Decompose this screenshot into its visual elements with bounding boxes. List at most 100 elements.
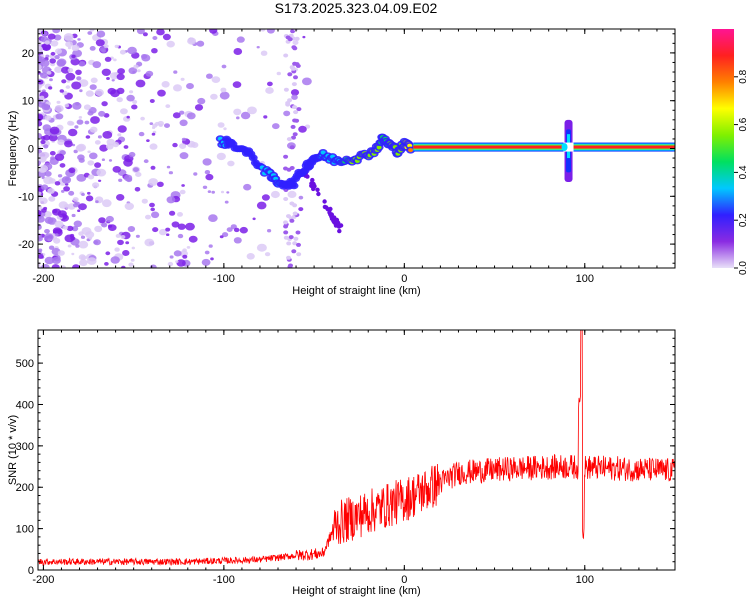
colorbar-tick-label: 0.8 xyxy=(738,69,749,83)
noise-blob xyxy=(201,258,211,266)
noise-blob xyxy=(89,29,95,32)
noise-blob xyxy=(252,217,256,221)
noise-blob xyxy=(152,130,157,134)
noise-blob xyxy=(295,230,301,235)
noise-blob xyxy=(233,48,243,55)
noise-blob xyxy=(47,188,55,194)
noise-blob xyxy=(316,191,321,197)
noise-blob xyxy=(149,202,155,208)
noise-blob xyxy=(149,122,154,125)
noise-blob xyxy=(338,223,344,228)
noise-blob xyxy=(287,72,293,77)
noise-blob xyxy=(291,82,297,87)
noise-blob xyxy=(175,260,179,263)
noise-blob xyxy=(173,70,178,74)
noise-blob xyxy=(256,243,267,252)
noise-blob xyxy=(172,112,181,119)
spectrogram-noise xyxy=(38,29,344,268)
noise-blob xyxy=(197,97,206,105)
noise-blob xyxy=(115,233,121,238)
noise-blob xyxy=(94,162,102,168)
noise-blob xyxy=(62,225,68,230)
noise-blob xyxy=(136,29,145,35)
noise-blob xyxy=(57,139,65,146)
noise-blob xyxy=(89,152,98,160)
noise-blob xyxy=(179,110,185,115)
noise-blob xyxy=(59,229,63,233)
noise-blob xyxy=(63,33,74,41)
noise-blob xyxy=(53,34,62,41)
noise-blob xyxy=(110,256,120,264)
noise-blob xyxy=(53,229,60,235)
noise-blob xyxy=(56,59,66,67)
noise-blob xyxy=(48,196,56,202)
noise-blob xyxy=(38,215,45,223)
noise-blob xyxy=(41,31,48,37)
noise-blob xyxy=(101,222,108,228)
noise-blob xyxy=(311,184,317,190)
noise-blob xyxy=(270,190,280,199)
noise-blob xyxy=(164,123,170,128)
noise-blob xyxy=(298,207,304,212)
x-tick-label: -100 xyxy=(213,273,235,285)
noise-blob xyxy=(283,235,289,240)
noise-blob xyxy=(247,106,257,115)
noise-blob xyxy=(66,80,71,83)
noise-blob xyxy=(80,235,86,239)
noise-blob xyxy=(56,100,61,104)
noise-blob xyxy=(210,257,214,261)
noise-blob xyxy=(186,112,196,120)
noise-blob xyxy=(283,110,291,117)
noise-blob xyxy=(292,61,298,66)
y-tick-label: 10 xyxy=(22,96,34,108)
noise-blob xyxy=(85,195,94,202)
noise-blob xyxy=(44,171,52,177)
y-tick-label: 500 xyxy=(16,358,34,370)
noise-blob xyxy=(166,233,170,236)
noise-blob xyxy=(177,233,184,239)
noise-blob xyxy=(194,104,204,111)
noise-blob xyxy=(105,251,111,256)
noise-blob xyxy=(154,121,160,126)
noise-blob xyxy=(185,222,195,231)
noise-blob xyxy=(98,110,106,117)
colorbar-tick-label: 0.4 xyxy=(738,165,749,179)
y-tick-label: -20 xyxy=(18,239,34,251)
tone-band-core xyxy=(413,145,675,149)
noise-blob xyxy=(145,70,154,77)
noise-blob xyxy=(132,99,138,104)
noise-blob xyxy=(40,72,48,79)
noise-blob xyxy=(108,159,113,162)
noise-blob xyxy=(145,214,151,220)
noise-blob xyxy=(179,189,186,195)
noise-blob xyxy=(232,81,242,88)
y-axis-title: SNR (10 * v/v) xyxy=(7,415,19,485)
noise-blob xyxy=(67,244,72,248)
noise-blob xyxy=(89,126,98,133)
noise-blob xyxy=(291,135,296,140)
noise-blob xyxy=(302,35,306,39)
noise-blob xyxy=(119,49,126,55)
noise-blob xyxy=(289,218,295,223)
noise-blob xyxy=(290,124,296,129)
noise-blob xyxy=(102,131,113,139)
noise-blob xyxy=(99,144,109,152)
noise-blob xyxy=(141,54,148,59)
noise-blob xyxy=(44,115,52,121)
noise-blob xyxy=(332,215,337,220)
noise-blob xyxy=(208,244,213,248)
noise-blob xyxy=(48,86,53,90)
noise-blob xyxy=(181,137,187,142)
x-axis-title: Height of straight line (km) xyxy=(292,585,420,597)
noise-blob xyxy=(208,214,218,223)
noise-blob xyxy=(161,81,170,88)
noise-blob xyxy=(291,94,298,100)
noise-blob xyxy=(41,103,50,110)
spike-gap xyxy=(563,142,574,152)
noise-blob xyxy=(38,120,43,127)
noise-blob xyxy=(289,65,295,70)
noise-blob xyxy=(233,227,240,233)
noise-blob xyxy=(131,104,138,110)
noise-blob xyxy=(104,262,109,266)
noise-blob xyxy=(89,84,97,90)
